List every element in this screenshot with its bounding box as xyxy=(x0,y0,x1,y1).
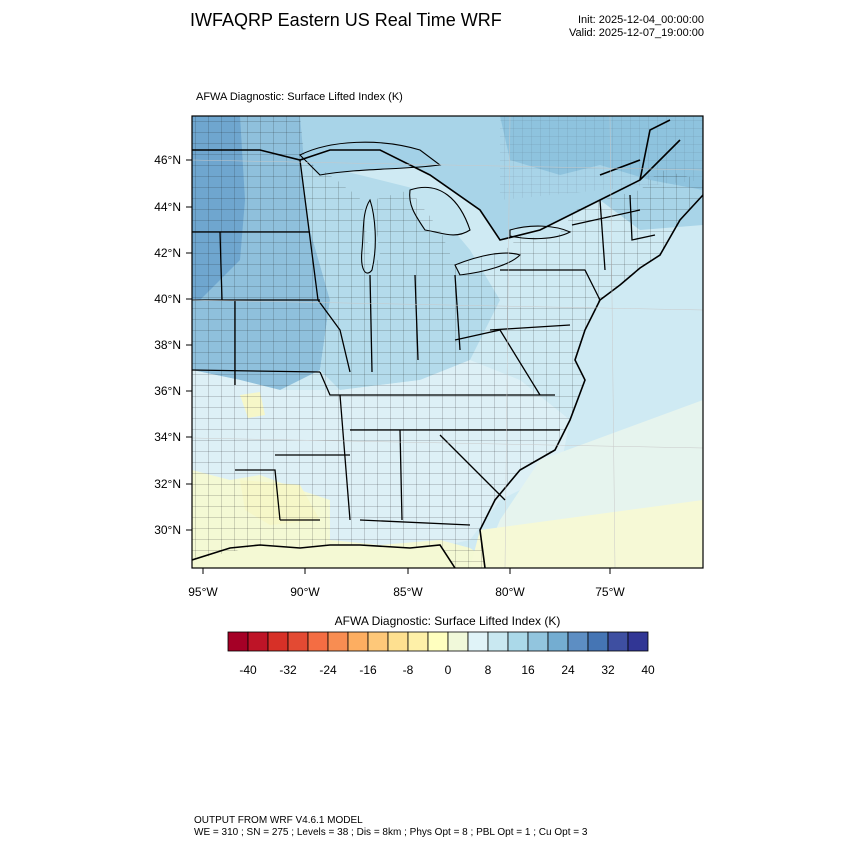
colorbar-box xyxy=(627,631,649,652)
colorbar-box xyxy=(587,631,609,652)
colorbar-box xyxy=(567,631,589,652)
colorbar-tick-label: 24 xyxy=(561,663,575,677)
colorbar-box xyxy=(467,631,489,652)
colorbar-box xyxy=(447,631,469,652)
colorbar-box xyxy=(247,631,269,652)
colorbar-tick-label: -8 xyxy=(403,663,414,677)
offshore-warm-region xyxy=(470,500,703,568)
colorbar-box xyxy=(347,631,369,652)
colorbar-tick-label: 0 xyxy=(445,663,452,677)
colorbar-box xyxy=(227,631,249,652)
axis-ticks xyxy=(186,159,611,574)
lon-label: 90°W xyxy=(290,585,320,599)
lat-label: 34°N xyxy=(154,430,181,444)
colorbar-box xyxy=(307,631,329,652)
lat-label: 38°N xyxy=(154,338,181,352)
colorbar-tick-label: 32 xyxy=(601,663,615,677)
model-config-line: WE = 310 ; SN = 275 ; Levels = 38 ; Dis … xyxy=(194,827,588,838)
lat-label: 32°N xyxy=(154,477,181,491)
lat-label: 30°N xyxy=(154,523,181,537)
graticule xyxy=(191,115,704,569)
latitude-labels: 46°N 44°N 42°N 40°N 38°N 36°N 34°N 32°N … xyxy=(154,153,181,537)
colorbar-box xyxy=(327,631,349,652)
colorbar-box xyxy=(407,631,429,652)
map-frame xyxy=(191,115,704,569)
lon-label: 85°W xyxy=(393,585,423,599)
init-time: Init: 2025-12-04_00:00:00 xyxy=(578,14,704,26)
lat-label: 36°N xyxy=(154,384,181,398)
state-boundaries xyxy=(192,159,656,526)
valid-time: Valid: 2025-12-07_19:00:00 xyxy=(569,27,704,39)
lon-label: 95°W xyxy=(188,585,218,599)
colorbar-box xyxy=(387,631,409,652)
colorbar-title: AFWA Diagnostic: Surface Lifted Index (K… xyxy=(334,614,561,628)
colorbar-box xyxy=(507,631,529,652)
colorbar-tick-label: -40 xyxy=(239,663,257,677)
map-area xyxy=(192,116,703,568)
lon-label: 75°W xyxy=(595,585,625,599)
colorbar-tick-label: 16 xyxy=(521,663,535,677)
colorbar-tick-label: 40 xyxy=(641,663,655,677)
colorbar-tick-label: -32 xyxy=(279,663,297,677)
lat-label: 40°N xyxy=(154,292,181,306)
colorbar-box xyxy=(527,631,549,652)
colorbar-tick-label: -24 xyxy=(319,663,337,677)
canada-mesh xyxy=(500,116,703,200)
lat-label: 42°N xyxy=(154,246,181,260)
model-info-line: OUTPUT FROM WRF V4.6.1 MODEL xyxy=(194,815,363,826)
colorbar-tick-label: -16 xyxy=(359,663,377,677)
colorbar-box xyxy=(547,631,569,652)
longitude-labels: 95°W 90°W 85°W 80°W 75°W xyxy=(188,585,625,599)
lat-label: 46°N xyxy=(154,153,181,167)
chart-title: IWFAQRP Eastern US Real Time WRF xyxy=(190,10,502,30)
colorbar-box xyxy=(487,631,509,652)
colorbar-box xyxy=(427,631,449,652)
colorbar-box xyxy=(607,631,629,652)
colorbar xyxy=(227,631,649,652)
colorbar-labels: -40 -32 -24 -16 -8 0 8 16 24 32 40 xyxy=(239,663,655,677)
lon-label: 80°W xyxy=(495,585,525,599)
colorbar-tick-label: 8 xyxy=(485,663,492,677)
field-title: AFWA Diagnostic: Surface Lifted Index (K… xyxy=(196,91,403,103)
lat-label: 44°N xyxy=(154,200,181,214)
colorbar-box xyxy=(267,631,289,652)
colorbar-box xyxy=(287,631,309,652)
coastlines xyxy=(192,119,703,568)
colorbar-box xyxy=(367,631,389,652)
